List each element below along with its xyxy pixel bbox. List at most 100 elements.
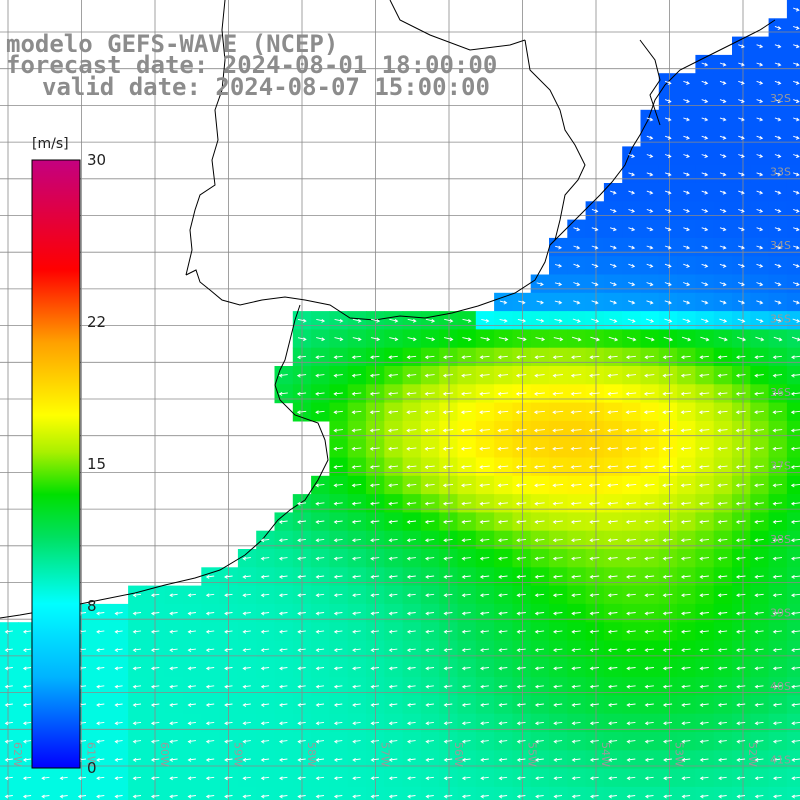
wind-arrow-icon: [497, 520, 508, 524]
wind-arrow-icon: [534, 575, 545, 579]
wind-arrow-icon: [407, 794, 416, 799]
wind-arrow-icon: [534, 629, 545, 634]
wind-arrow-icon: [626, 575, 636, 579]
wind-arrow-icon: [628, 172, 636, 177]
wind-arrow-icon: [517, 318, 527, 323]
wind-arrow-icon: [698, 410, 710, 415]
wind-arrow-icon: [4, 703, 13, 707]
wind-arrow-icon: [793, 44, 800, 49]
wind-arrow-icon: [41, 776, 50, 781]
wind-arrow-icon: [736, 629, 746, 634]
wind-arrow-icon: [756, 154, 764, 159]
wind-arrow-icon: [114, 684, 123, 689]
wind-arrow-icon: [662, 483, 673, 488]
wind-arrow-icon: [717, 684, 728, 689]
wind-arrow-icon: [534, 593, 545, 598]
wind-arrow-icon: [424, 483, 435, 488]
wind-arrow-icon: [772, 666, 782, 671]
wind-arrow-icon: [169, 721, 178, 726]
wind-arrow-icon: [534, 556, 545, 561]
wind-arrow-icon: [297, 721, 306, 726]
wind-arrow-icon: [388, 684, 398, 689]
wind-arrow-icon: [369, 465, 380, 470]
wind-arrow-icon: [646, 282, 654, 287]
wind-arrow-icon: [792, 300, 800, 305]
wind-arrow-icon: [279, 739, 288, 744]
wind-arrow-icon: [41, 794, 50, 799]
wind-arrow-icon: [443, 721, 453, 726]
wind-arrow-icon: [553, 666, 563, 671]
wind-arrow-icon: [315, 611, 325, 616]
wind-arrow-icon: [515, 392, 527, 396]
wind-arrow-icon: [589, 501, 600, 506]
wind-arrow-icon: [297, 794, 306, 799]
wind-arrow-icon: [132, 593, 142, 598]
wind-arrow-icon: [700, 318, 709, 323]
wind-arrow-icon: [738, 62, 745, 67]
wind-arrow-icon: [626, 629, 636, 634]
longitude-labels: 62W61W60W59W58W57W56W55W54W53W52W51W: [11, 742, 759, 767]
wind-arrow-icon: [571, 739, 581, 744]
coastline-main: [185, 19, 776, 321]
wind-arrow-icon: [389, 318, 399, 323]
wind-arrow-icon: [169, 684, 178, 689]
wind-arrow-icon: [571, 703, 581, 707]
wind-arrow-icon: [571, 648, 581, 653]
wind-arrow-icon: [498, 739, 508, 744]
wind-arrow-icon: [333, 666, 343, 671]
wind-arrow-icon: [205, 648, 215, 653]
wind-arrow-icon: [406, 373, 417, 378]
wind-arrow-icon: [406, 520, 417, 524]
wind-arrow-icon: [389, 337, 399, 342]
wind-arrow-icon: [315, 355, 325, 360]
wind-arrow-icon: [662, 355, 673, 360]
wind-arrow-icon: [662, 556, 673, 561]
wind-arrow-icon: [169, 666, 178, 671]
wind-arrow-icon: [738, 135, 745, 140]
wind-arrow-icon: [498, 575, 508, 579]
wind-arrow-icon: [681, 776, 691, 781]
wind-arrow-icon: [369, 428, 380, 433]
wind-arrow-icon: [297, 611, 306, 616]
wind-arrow-icon: [735, 410, 746, 415]
wind-arrow-icon: [297, 776, 306, 781]
wind-arrow-icon: [388, 776, 398, 781]
wind-arrow-icon: [681, 629, 691, 634]
wind-arrow-icon: [187, 776, 196, 781]
field-cell: [347, 786, 367, 800]
wind-arrow-icon: [588, 392, 600, 396]
wind-arrow-icon: [754, 629, 764, 634]
wind-arrow-icon: [589, 629, 600, 634]
wind-arrow-icon: [498, 776, 508, 781]
wind-arrow-icon: [628, 282, 636, 287]
lon-label: 52W: [746, 742, 759, 767]
wind-arrow-icon: [698, 465, 710, 470]
field-cell: [73, 786, 93, 800]
field-cell: [91, 786, 111, 800]
wind-arrow-icon: [132, 794, 142, 799]
lat-label: 33S: [770, 166, 791, 179]
field-cell: [530, 786, 550, 800]
wind-arrow-icon: [608, 684, 618, 689]
wind-arrow-icon: [497, 373, 509, 378]
wind-arrow-icon: [114, 794, 123, 799]
wind-arrow-icon: [662, 703, 673, 707]
wind-arrow-icon: [279, 776, 288, 781]
wind-arrow-icon: [333, 703, 343, 707]
wind-arrow-icon: [297, 318, 307, 323]
wind-arrow-icon: [717, 575, 728, 579]
wind-arrow-icon: [774, 172, 782, 177]
wind-arrow-icon: [205, 739, 215, 744]
wind-arrow-icon: [717, 593, 728, 598]
field-cell: [786, 219, 800, 239]
wind-arrow-icon: [609, 300, 618, 305]
wind-arrow-icon: [699, 611, 709, 616]
wind-arrow-icon: [756, 245, 764, 250]
wind-arrow-icon: [793, 190, 800, 195]
wind-arrow-icon: [774, 300, 782, 305]
field-cell: [567, 786, 587, 800]
wind-arrow-icon: [790, 373, 800, 378]
wind-arrow-icon: [333, 776, 343, 781]
wind-arrow-icon: [701, 208, 709, 213]
wind-arrow-icon: [570, 410, 582, 415]
